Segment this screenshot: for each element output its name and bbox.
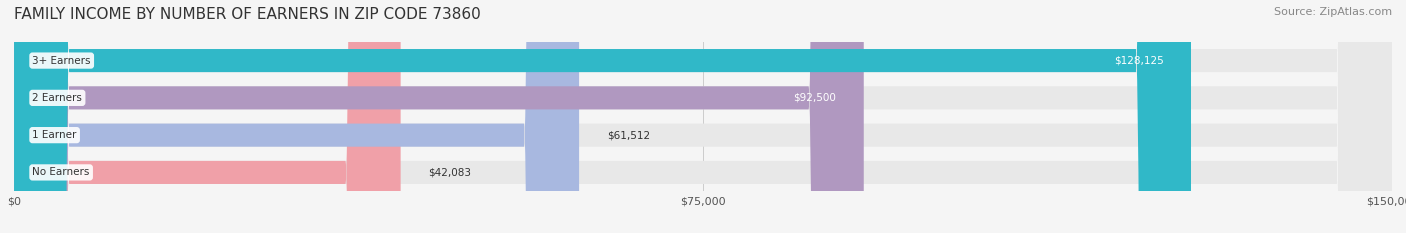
FancyBboxPatch shape bbox=[14, 0, 1392, 233]
Text: $61,512: $61,512 bbox=[606, 130, 650, 140]
FancyBboxPatch shape bbox=[14, 0, 863, 233]
FancyBboxPatch shape bbox=[14, 0, 401, 233]
Text: 2 Earners: 2 Earners bbox=[32, 93, 83, 103]
Text: 1 Earner: 1 Earner bbox=[32, 130, 77, 140]
FancyBboxPatch shape bbox=[14, 0, 1392, 233]
Text: 3+ Earners: 3+ Earners bbox=[32, 56, 91, 65]
Text: No Earners: No Earners bbox=[32, 168, 90, 177]
FancyBboxPatch shape bbox=[14, 0, 1392, 233]
Text: $92,500: $92,500 bbox=[793, 93, 837, 103]
FancyBboxPatch shape bbox=[14, 0, 1191, 233]
Text: FAMILY INCOME BY NUMBER OF EARNERS IN ZIP CODE 73860: FAMILY INCOME BY NUMBER OF EARNERS IN ZI… bbox=[14, 7, 481, 22]
FancyBboxPatch shape bbox=[14, 0, 1392, 233]
FancyBboxPatch shape bbox=[14, 0, 579, 233]
Text: $128,125: $128,125 bbox=[1114, 56, 1163, 65]
Text: Source: ZipAtlas.com: Source: ZipAtlas.com bbox=[1274, 7, 1392, 17]
Text: $42,083: $42,083 bbox=[429, 168, 471, 177]
